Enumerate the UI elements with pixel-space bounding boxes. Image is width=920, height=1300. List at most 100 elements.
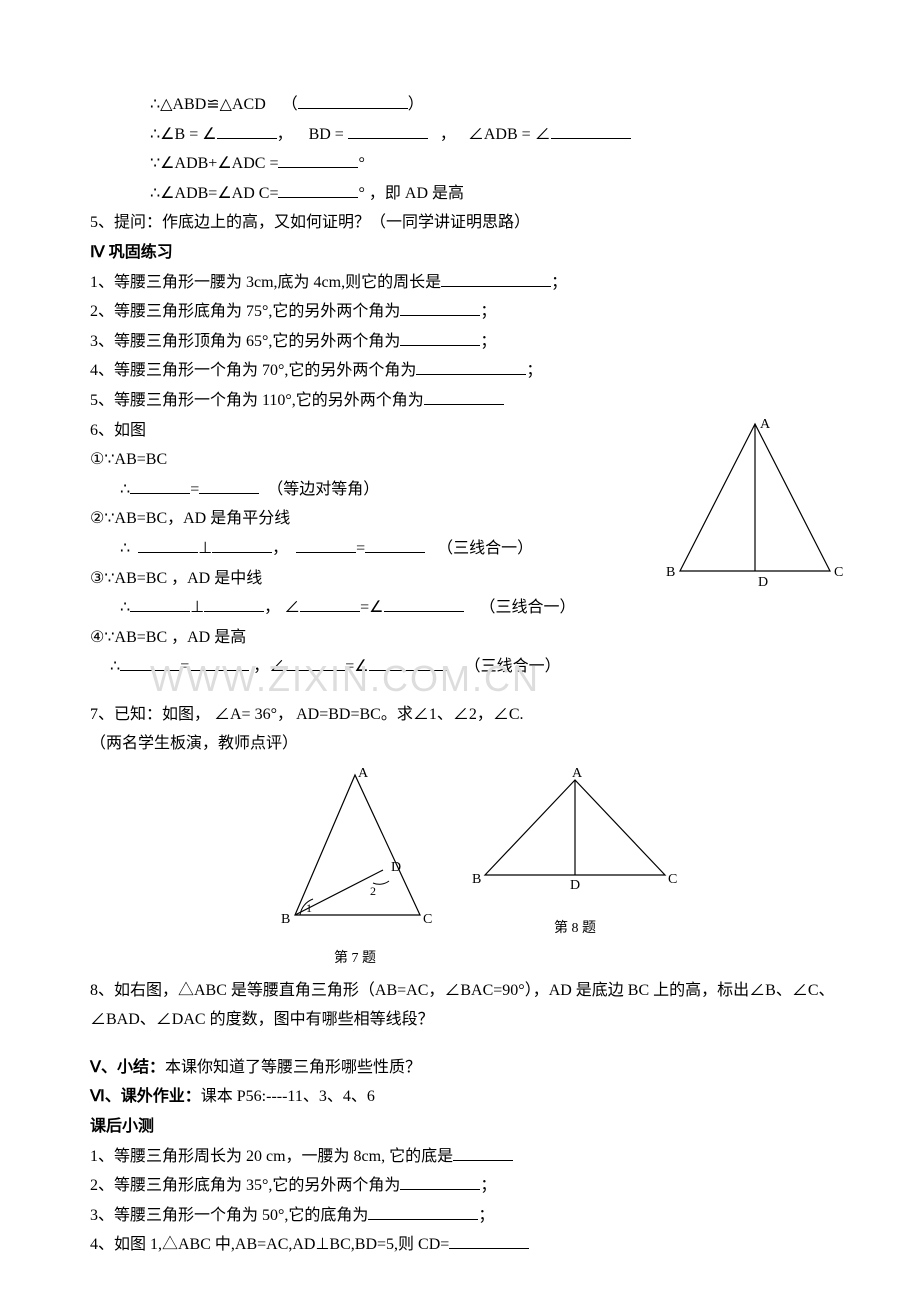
blank	[300, 594, 360, 613]
spacer	[90, 682, 860, 700]
k2: 2、等腰三角形底角为 35°,它的另外两个角为 ；	[90, 1171, 860, 1201]
spacer	[90, 1035, 860, 1053]
txt: ∠ADB = ∠	[468, 126, 551, 143]
txt: ∴∠ADB=∠AD C=	[150, 185, 278, 202]
txt: =	[190, 481, 199, 498]
txt: °	[358, 155, 364, 172]
blank	[400, 298, 480, 317]
section-6: Ⅵ、课外作业：课本 P56:----11、3、4、6	[90, 1082, 860, 1112]
txt: ，∠	[249, 658, 285, 675]
txt: ；	[480, 1177, 496, 1194]
figure-8: A B C D 第 8 题	[470, 765, 680, 971]
txt: ∴	[120, 481, 130, 498]
blank	[278, 179, 358, 198]
lbl-A: A	[760, 417, 771, 432]
txt: ；	[480, 303, 496, 320]
txt: BD =	[309, 126, 344, 143]
caption-7: 第 7 题	[270, 946, 440, 972]
blank	[130, 594, 190, 613]
lbl-A: A	[572, 766, 583, 781]
blank	[424, 386, 504, 405]
txt: ，	[440, 126, 456, 143]
txt: 1、等腰三角形一腰为 3cm,底为 4cm,则它的周长是	[90, 274, 441, 291]
txt: ）	[408, 96, 424, 113]
txt: ，	[277, 126, 293, 143]
txt: （三线合一）	[465, 658, 561, 675]
lbl-C: C	[668, 872, 677, 887]
txt: ，	[272, 540, 288, 557]
blank	[365, 534, 425, 553]
proof-l3: ∵∠ADB+∠ADC = °	[90, 149, 860, 179]
blank	[400, 327, 480, 346]
txt: （等边对等角）	[267, 481, 379, 498]
blank	[298, 90, 408, 109]
caption-8: 第 8 题	[470, 916, 680, 942]
blank	[212, 534, 272, 553]
txt: （	[282, 96, 298, 113]
p4: 4、等腰三角形一个角为 70°,它的另外两个角为；	[90, 356, 860, 386]
blank	[449, 1231, 529, 1250]
section-5-head: Ⅴ、小结：	[90, 1059, 165, 1076]
blank	[453, 1142, 513, 1161]
txt: （三线合一）	[437, 540, 533, 557]
txt: ° ，即 AD 是高	[358, 185, 464, 202]
figures-7-8: A B C D 1 2 第 7 题 A B C D 第 8 题	[90, 765, 860, 971]
txt: ∴	[110, 658, 120, 675]
lbl-B: B	[281, 912, 290, 927]
q8: 8、如右图，△ABC 是等腰直角三角形（AB=AC，∠BAC=90°），AD 是…	[90, 976, 860, 1035]
txt: =∠	[360, 599, 383, 616]
p1: 1、等腰三角形一腰为 3cm,底为 4cm,则它的周长是；	[90, 268, 860, 298]
txt: 2、等腰三角形底角为 35°,它的另外两个角为	[90, 1177, 400, 1194]
k4: 4、如图 1,△ABC 中,AB=AC,AD⊥BC,BD=5,则 CD=	[90, 1230, 860, 1260]
txt: ∴	[120, 540, 130, 557]
g4b: WWW.ZIXIN.COM.CN ∴= ，∠=∠ （三线合一）	[90, 652, 860, 682]
txt: =	[356, 540, 365, 557]
blank	[384, 594, 464, 613]
blank	[278, 150, 358, 169]
p2: 2、等腰三角形底角为 75°,它的另外两个角为 ；	[90, 297, 860, 327]
kh-head: 课后小测	[90, 1112, 860, 1142]
txt: =	[180, 658, 189, 675]
lbl-B: B	[472, 872, 481, 887]
k3: 3、等腰三角形一个角为 50°,它的底角为；	[90, 1201, 860, 1231]
triangle-6-svg: A B C D	[660, 416, 850, 591]
k1: 1、等腰三角形周长为 20 cm，一腰为 8cm, 它的底是	[90, 1142, 860, 1172]
lbl-1: 1	[306, 901, 312, 915]
blank	[285, 653, 345, 672]
blank	[217, 120, 277, 139]
blank	[199, 475, 259, 494]
lbl-D: D	[758, 575, 768, 590]
txt: ；	[478, 1207, 494, 1224]
lbl-B: B	[666, 565, 675, 580]
lbl-2: 2	[370, 884, 376, 898]
txt: 本课你知道了等腰三角形哪些性质？	[165, 1059, 421, 1076]
txt: ∵∠ADB+∠ADC =	[150, 155, 278, 172]
blank	[441, 268, 551, 287]
txt: ；	[480, 333, 496, 350]
txt: （三线合一）	[480, 599, 576, 616]
section-4-head: Ⅳ 巩固练习	[90, 238, 860, 268]
txt: 4、如图 1,△ABC 中,AB=AC,AD⊥BC,BD=5,则 CD=	[90, 1236, 449, 1253]
txt: =∠	[345, 658, 368, 675]
txt: ∴∠B = ∠	[150, 126, 217, 143]
blank	[138, 534, 198, 553]
lbl-C: C	[423, 912, 432, 927]
blank	[130, 475, 190, 494]
blank	[189, 653, 249, 672]
triangle-8-svg: A B C D	[470, 765, 680, 905]
txt: ⊥	[190, 599, 204, 616]
q7sub: （两名学生板演，教师点评）	[90, 729, 860, 759]
txt: 1、等腰三角形周长为 20 cm，一腰为 8cm, 它的底是	[90, 1148, 453, 1165]
p5: 5、等腰三角形一个角为 110°,它的另外两个角为	[90, 386, 860, 416]
proof-l2: ∴∠B = ∠ ， BD = ， ∠ADB = ∠	[90, 120, 860, 150]
txt: ∴△ABD≌△ACD	[150, 96, 266, 113]
blank	[551, 120, 631, 139]
blank	[416, 357, 526, 376]
blank	[348, 120, 428, 139]
txt: 2、等腰三角形底角为 75°,它的另外两个角为	[90, 303, 400, 320]
figure-7: A B C D 1 2 第 7 题	[270, 765, 440, 971]
g3b: ∴⊥， ∠=∠ （三线合一）	[90, 593, 860, 623]
blank	[120, 653, 180, 672]
txt: 5、等腰三角形一个角为 110°,它的另外两个角为	[90, 392, 424, 409]
proof-l4: ∴∠ADB=∠AD C= ° ，即 AD 是高	[90, 179, 860, 209]
